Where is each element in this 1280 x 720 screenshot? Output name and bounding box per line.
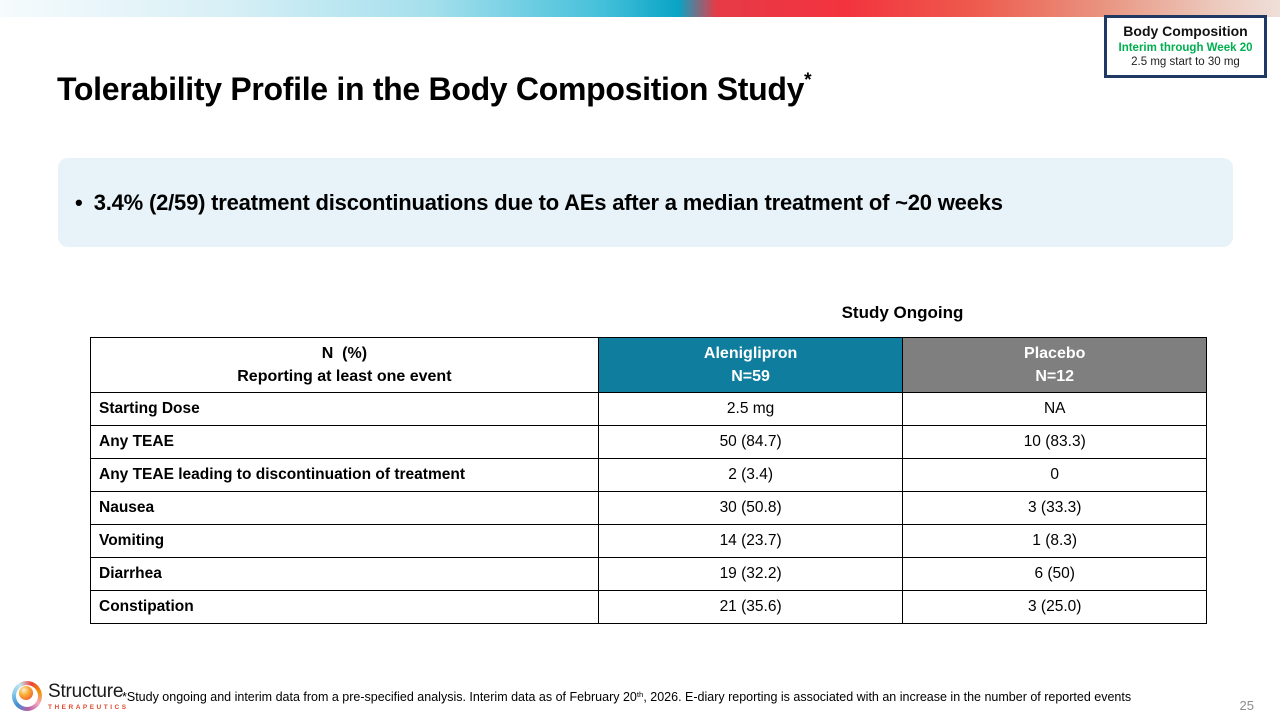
header-events: N (%) Reporting at least one event xyxy=(90,337,599,393)
row-aleniglipron-value: 2 (3.4) xyxy=(597,458,904,492)
slide-title-text: Tolerability Profile in the Body Composi… xyxy=(57,71,805,107)
slide-title: Tolerability Profile in the Body Composi… xyxy=(57,70,812,108)
logo-company-name: Structure xyxy=(48,680,124,702)
row-label: Nausea xyxy=(90,491,599,525)
top-gradient-bar xyxy=(0,0,1280,17)
header-placebo-n: N=12 xyxy=(1035,368,1075,385)
row-placebo-value: 1 (8.3) xyxy=(902,524,1207,558)
row-label: Any TEAE xyxy=(90,425,599,459)
structure-therapeutics-logo-icon xyxy=(12,681,42,711)
row-label: Constipation xyxy=(90,590,599,624)
page-number: 25 xyxy=(1239,698,1254,713)
table-row: Vomiting 14 (23.7) 1 (8.3) xyxy=(90,524,1207,558)
header-events-line1: N (%) xyxy=(321,344,368,362)
row-placebo-value: 10 (83.3) xyxy=(902,425,1207,459)
row-placebo-value: 0 xyxy=(902,458,1207,492)
header-aleniglipron-n: N=59 xyxy=(731,368,770,385)
table-row: Diarrhea 19 (32.2) 6 (50) xyxy=(90,557,1207,591)
header-aleniglipron: Aleniglipron N=59 xyxy=(597,337,904,393)
row-aleniglipron-value: 14 (23.7) xyxy=(597,524,904,558)
row-label: Vomiting xyxy=(90,524,599,558)
table-header-row: N (%) Reporting at least one event Alenig… xyxy=(90,337,1207,393)
header-aleniglipron-name: Aleniglipron xyxy=(703,344,798,362)
study-badge: Body Composition Interim through Week 20… xyxy=(1104,15,1267,78)
footnote: *Study ongoing and interim data from a p… xyxy=(122,690,1212,704)
table-row: Constipation 21 (35.6) 3 (25.0) xyxy=(90,590,1207,624)
badge-dose-label: 2.5 mg start to 30 mg xyxy=(1131,56,1240,69)
slide-title-asterisk: * xyxy=(804,70,812,91)
row-placebo-value: 3 (25.0) xyxy=(902,590,1207,624)
header-events-line2: Reporting at least one event xyxy=(237,368,452,385)
badge-title: Body Composition xyxy=(1123,23,1248,39)
table-row: Any TEAE 50 (84.7) 10 (83.3) xyxy=(90,425,1207,459)
table-row: Starting Dose 2.5 mg NA xyxy=(90,392,1207,426)
logo-text: Structure THERAPEUTICS xyxy=(48,682,129,711)
bullet-marker: • xyxy=(75,189,83,215)
key-finding-callout: • 3.4% (2/59) treatment discontinuations… xyxy=(58,158,1233,247)
footnote-pre: *Study ongoing and interim data from a p… xyxy=(122,690,637,704)
row-placebo-value: 3 (33.3) xyxy=(902,491,1207,525)
row-aleniglipron-value: 30 (50.8) xyxy=(597,491,904,525)
row-label: Diarrhea xyxy=(90,557,599,591)
header-placebo: Placebo N=12 xyxy=(902,337,1207,393)
row-aleniglipron-value: 50 (84.7) xyxy=(597,425,904,459)
row-aleniglipron-value: 2.5 mg xyxy=(597,392,904,426)
row-aleniglipron-value: 19 (32.2) xyxy=(597,557,904,591)
company-logo: Structure THERAPEUTICS xyxy=(12,681,129,711)
logo-company-subname: THERAPEUTICS xyxy=(48,703,129,711)
table-row: Any TEAE leading to discontinuation of t… xyxy=(90,458,1207,492)
row-label: Any TEAE leading to discontinuation of t… xyxy=(90,458,599,492)
row-label: Starting Dose xyxy=(90,392,599,426)
row-placebo-value: 6 (50) xyxy=(902,557,1207,591)
badge-interim-label: Interim through Week 20 xyxy=(1118,41,1253,54)
row-aleniglipron-value: 21 (35.6) xyxy=(597,590,904,624)
table-row: Nausea 30 (50.8) 3 (33.3) xyxy=(90,491,1207,525)
footnote-sup: th xyxy=(636,690,644,699)
row-placebo-value: NA xyxy=(902,392,1207,426)
key-finding-text: 3.4% (2/59) treatment discontinuations d… xyxy=(93,189,1003,215)
footnote-post: , 2026. E-diary reporting is associated … xyxy=(643,690,1132,704)
study-ongoing-label: Study Ongoing xyxy=(841,303,964,322)
adverse-events-table: N (%) Reporting at least one event Alenig… xyxy=(90,337,1207,624)
header-placebo-name: Placebo xyxy=(1024,344,1086,362)
